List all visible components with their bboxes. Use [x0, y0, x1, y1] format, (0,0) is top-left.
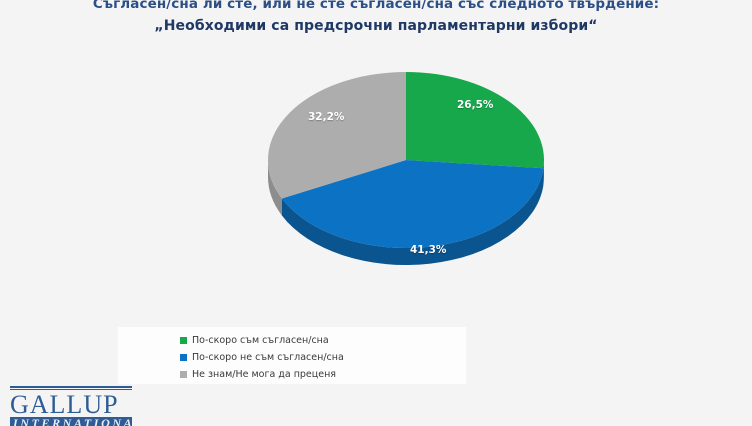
slide-title: Съгласен/сна ли сте, или не сте съгласен…: [0, 0, 752, 36]
pie-top-face: [267, 72, 545, 249]
legend-swatch-blue-icon: [180, 354, 187, 361]
logo-rule-top-thin: [10, 389, 132, 390]
pie-slice-disagree[interactable]: [281, 160, 544, 249]
legend-label-dontknow: Не знам/Не мога да преценя: [192, 369, 337, 380]
logo-subtitle: INTERNATIONAL: [10, 417, 136, 426]
pie-slice-side-gray: [268, 160, 282, 216]
pie-label-disagree: 41,3%: [410, 244, 447, 256]
legend-item-dontknow[interactable]: Не знам/Не мога да преценя: [180, 366, 344, 383]
pie-label-dontknow: 32,2%: [308, 111, 345, 123]
chart-legend: По-скоро съм съгласен/сна По-скоро не съ…: [118, 327, 466, 384]
pie-slice-dontknow[interactable]: [267, 72, 406, 199]
pie-slice-side-green: [543, 160, 544, 186]
logo-wordmark: GALLUP: [10, 390, 119, 419]
pie-slice-side-blue: [281, 168, 544, 266]
page-title-line-1: Съгласен/сна ли сте, или не сте съгласен…: [92, 0, 660, 12]
pie-chart-svg: [267, 72, 545, 266]
legend-label-agree: По-скоро съм съгласен/сна: [192, 335, 329, 346]
legend-swatch-gray-icon: [180, 371, 187, 378]
pie-chart: 26,5% 32,2% 41,3%: [250, 55, 570, 300]
page-title-line-2: „Необходими са предсрочни парламентарни …: [154, 18, 598, 34]
logo-rule-top: [10, 386, 132, 388]
pie-slice-agree[interactable]: [406, 72, 545, 169]
legend-item-disagree[interactable]: По-скоро не съм съгласен/сна: [180, 349, 344, 366]
legend-item-list: По-скоро съм съгласен/сна По-скоро не съ…: [180, 332, 344, 383]
legend-label-disagree: По-скоро не съм съгласен/сна: [192, 352, 344, 363]
pie-3d-side-walls: [268, 160, 544, 266]
gallup-international-logo: GALLUP INTERNATIONAL: [8, 386, 136, 426]
legend-swatch-green-icon: [180, 337, 187, 344]
pie-label-agree: 26,5%: [457, 99, 494, 111]
legend-item-agree[interactable]: По-скоро съм съгласен/сна: [180, 332, 344, 349]
